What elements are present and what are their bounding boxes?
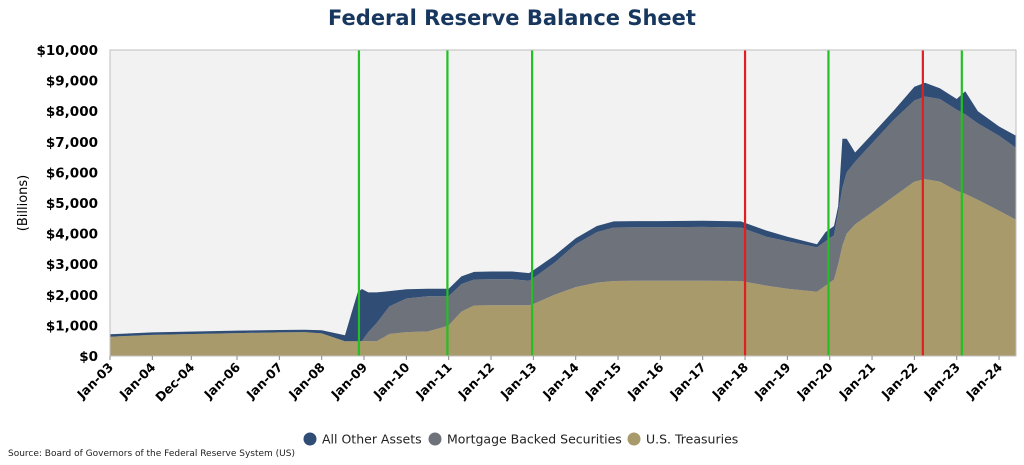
y-tick-label: $8,000: [46, 104, 98, 120]
x-tick-label: Jan-20: [793, 359, 836, 402]
legend-marker-2: [303, 432, 317, 446]
y-tick-label: $6,000: [46, 165, 98, 181]
x-tick-label: Jan-04: [116, 359, 159, 402]
legend-marker-0: [627, 432, 641, 446]
area-layer: [110, 82, 1016, 356]
x-tick-label: Jan-18: [708, 360, 751, 403]
legend-label-2: All Other Assets: [322, 432, 422, 447]
x-tick-label: Jan-17: [666, 360, 709, 403]
area-series-1: [110, 96, 1016, 342]
y-tick-label: $3,000: [46, 257, 98, 273]
x-tick-label: Jan-10: [370, 359, 413, 402]
x-tick-label: Jan-12: [454, 360, 497, 403]
y-axis-label: (Billions): [16, 175, 31, 231]
x-tick-label: Jan-08: [285, 360, 328, 403]
x-tick-label: Jan-22: [878, 360, 921, 403]
x-tick-label: Jan-21: [835, 360, 878, 403]
y-tick-label: $7,000: [46, 135, 98, 151]
x-tick-label: Jan-11: [412, 360, 455, 403]
x-tick-label: Dec-04: [152, 359, 197, 404]
y-axis-ticks: $0 $1,000 $2,000 $3,000 $4,000 $5,000 $6,000 $7…: [37, 43, 99, 365]
source-note: Source: Board of Governors of the Federa…: [8, 449, 295, 459]
y-tick-label: $5,000: [46, 196, 98, 212]
reference-lines: [357, 50, 963, 356]
y-tick-label: $1,000: [46, 318, 98, 334]
plot-border: [109, 49, 1017, 357]
x-tick-label: Jan-06: [200, 359, 243, 402]
legend-label-0: U.S. Treasuries: [646, 432, 738, 447]
y-tick-label: $9,000: [46, 74, 98, 90]
x-tick-label: Jan-07: [243, 360, 286, 403]
legend: All Other Assets Mortgage Backed Securiti…: [303, 432, 738, 447]
legend-marker-1: [428, 432, 442, 446]
y-tick-label: $4,000: [46, 227, 98, 243]
x-tick-label: Jan-09: [327, 360, 370, 403]
x-tick-label: Jan-16: [624, 359, 667, 402]
y-tick-label: $10,000: [37, 43, 99, 59]
chart-title: Federal Reserve Balance Sheet: [328, 6, 696, 30]
x-tick-label: Jan-15: [581, 360, 624, 403]
x-tick-label: Jan-03: [73, 360, 116, 403]
y-tick-label: $2,000: [46, 288, 98, 304]
legend-label-1: Mortgage Backed Securities: [447, 432, 622, 447]
x-tick-label: Jan-23: [920, 360, 963, 403]
x-tick-label: Jan-24: [962, 359, 1005, 402]
x-tick-label: Jan-19: [751, 360, 794, 403]
area-series-0: [110, 179, 1016, 356]
x-tick-label: Jan-14: [539, 359, 582, 402]
x-tick-label: Jan-13: [497, 360, 540, 403]
y-tick-label: $0: [79, 349, 98, 365]
